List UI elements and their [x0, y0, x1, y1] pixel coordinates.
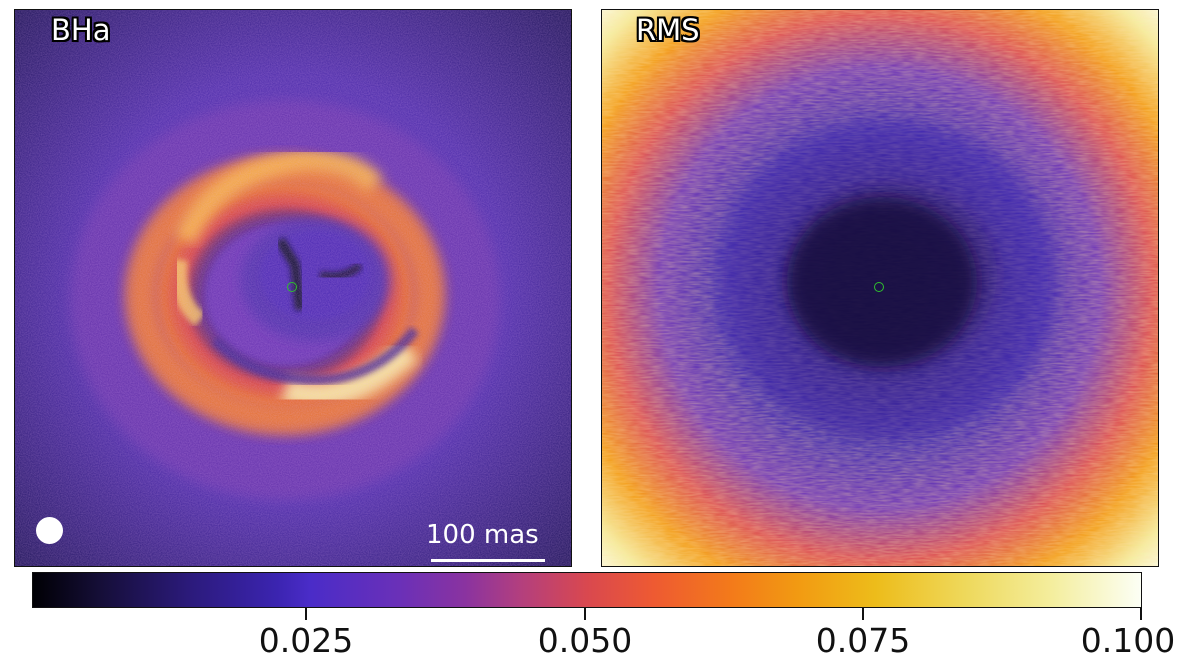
colorbar-tick: [584, 608, 586, 620]
scalebar-label: 100 mas: [426, 520, 539, 550]
beam-size-circle: [36, 517, 63, 544]
bha-image: [15, 10, 571, 566]
bha-image-panel: BHa 100 mas: [14, 9, 572, 567]
colorbar-tick-label: 0.050: [537, 621, 633, 660]
colorbar-tick: [305, 608, 307, 620]
scalebar-line: [431, 559, 545, 562]
panel-title-bha: BHa: [51, 13, 111, 47]
colorbar-tick: [1140, 608, 1142, 620]
colorbar-tick-label: 0.075: [815, 621, 911, 660]
star-position-marker: [287, 282, 297, 292]
star-position-marker: [874, 282, 884, 292]
colorbar-tick-label: 0.025: [258, 621, 354, 660]
colorbar-tick-label: 0.100: [1080, 621, 1176, 660]
colorbar: [32, 572, 1142, 608]
rms-image-panel: RMS: [601, 9, 1159, 567]
panel-title-rms: RMS: [636, 13, 700, 47]
colorbar-tick: [862, 608, 864, 620]
